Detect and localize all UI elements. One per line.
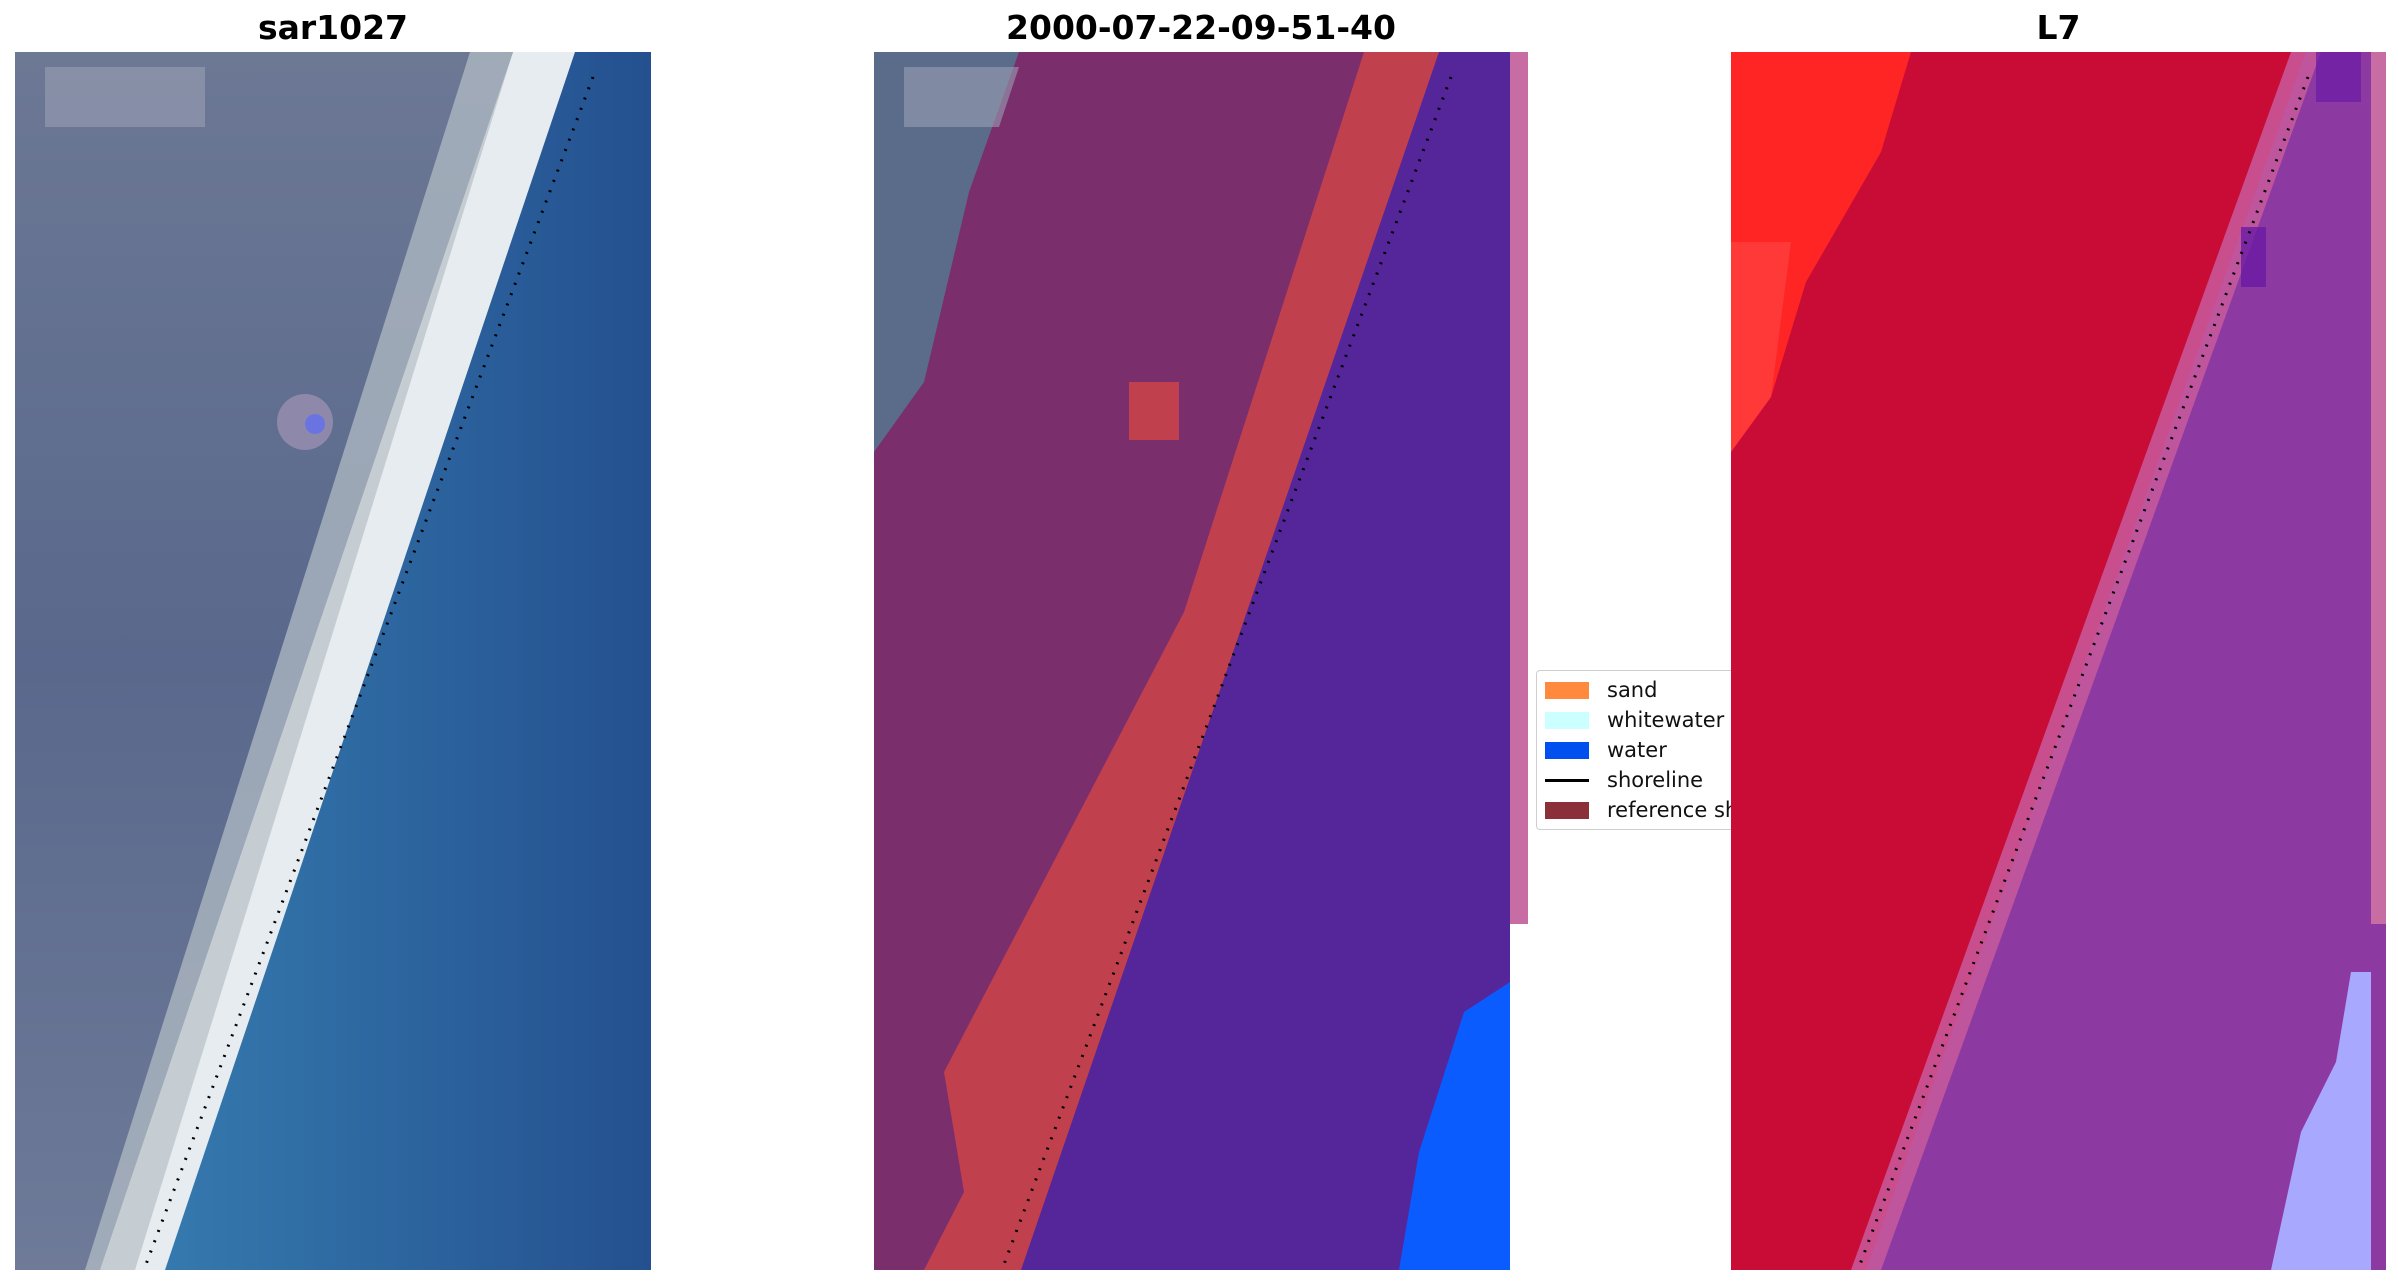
rgb-satellite-image	[15, 52, 651, 1270]
panel-title-date: 2000-07-22-09-51-40	[1006, 8, 1396, 47]
classification-panel: 2000-07-22-09-51-40	[874, 0, 1528, 1283]
rgb-roof	[277, 394, 333, 450]
rgb-bright-block	[45, 67, 205, 127]
class-water-edge	[1399, 982, 1510, 1270]
legend-label: sand	[1607, 678, 1658, 702]
index-dark-patch	[2316, 52, 2361, 102]
sand-swatch	[1545, 681, 1589, 699]
legend-label: whitewater	[1607, 708, 1725, 732]
classification-overlay-image	[874, 52, 1528, 1270]
class-edge-strip	[1510, 52, 1528, 924]
shoreline-line-swatch	[1545, 778, 1589, 782]
rgb-image-panel: sar1027	[15, 0, 651, 1283]
class-sand-patch	[1129, 382, 1179, 440]
index-image-panel: L7	[1731, 0, 2386, 1283]
panel-title-rgb: sar1027	[257, 8, 409, 47]
water-swatch	[1545, 741, 1589, 759]
legend-item-whitewater: whitewater	[1545, 707, 1724, 733]
index-image	[1731, 52, 2386, 1270]
legend-label: water	[1607, 738, 1667, 762]
class-sand	[924, 52, 1439, 1270]
index-land	[1731, 52, 2306, 1270]
legend-item-water: water	[1545, 737, 1667, 763]
legend-item-sand: sand	[1545, 677, 1657, 703]
rgb-beach-edge	[85, 52, 513, 1270]
index-shallow-water	[2271, 972, 2371, 1270]
rgb-blue-spot	[305, 414, 325, 434]
index-edge-strip	[2371, 52, 2386, 924]
legend-label: reference sh	[1607, 798, 1735, 822]
legend: sand whitewater water shoreline referenc…	[1536, 670, 1735, 830]
legend-label: shoreline	[1607, 768, 1704, 792]
class-bright-block	[904, 67, 1019, 127]
index-bright-subregion	[1731, 242, 1791, 452]
whitewater-swatch	[1545, 711, 1589, 729]
reference-shoreline-swatch	[1545, 801, 1589, 819]
legend-item-shoreline: shoreline	[1545, 767, 1703, 793]
class-unclassified	[874, 52, 1019, 452]
panel-title-satellite: L7	[2036, 8, 2081, 47]
legend-item-reference-shoreline: reference sh	[1545, 797, 1735, 823]
index-dark-patch	[2241, 227, 2266, 287]
